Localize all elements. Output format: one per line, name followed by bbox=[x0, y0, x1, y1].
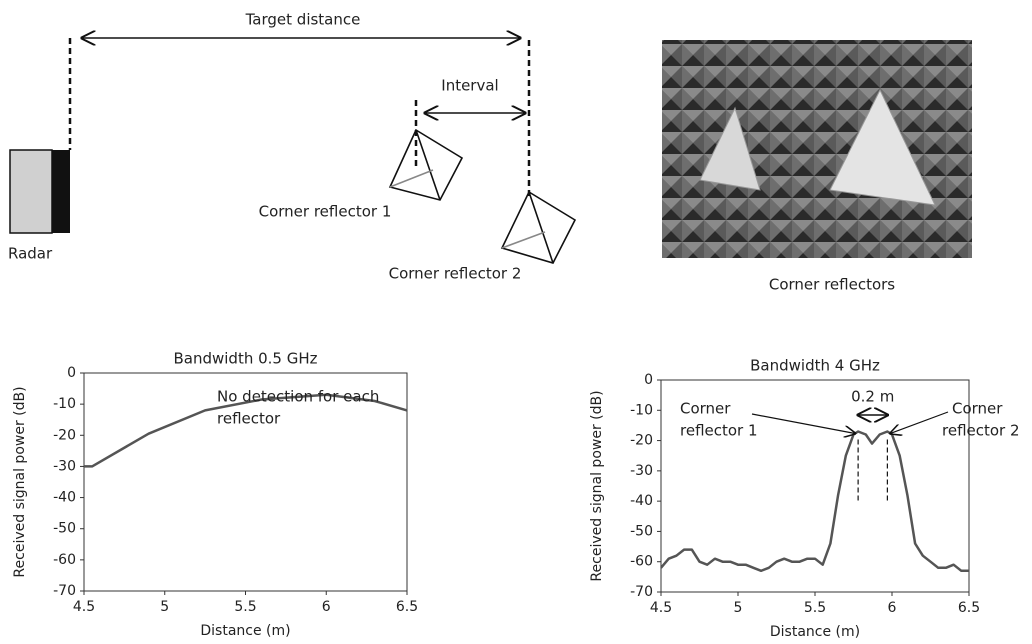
y-tick-label: -40 bbox=[53, 490, 76, 506]
y-tick-label: -50 bbox=[53, 521, 76, 537]
plot-frame bbox=[84, 373, 407, 591]
y-tick-label: -70 bbox=[630, 584, 653, 600]
y-tick-label: -40 bbox=[630, 493, 653, 509]
x-tick-label: 5 bbox=[734, 600, 743, 616]
y-tick-label: -60 bbox=[53, 552, 76, 568]
radar-front bbox=[10, 150, 52, 233]
x-tick-label: 4.5 bbox=[650, 600, 672, 616]
y-tick-label: -70 bbox=[53, 583, 76, 599]
x-tick-label: 5 bbox=[160, 599, 169, 615]
y-tick-label: -30 bbox=[53, 458, 76, 474]
x-axis-label: Distance (m) bbox=[200, 623, 290, 639]
photo: Corner reflectors bbox=[662, 40, 972, 294]
data-line bbox=[84, 395, 407, 467]
radar-back bbox=[52, 150, 70, 233]
chart-title: Bandwidth 4 GHz bbox=[750, 357, 880, 375]
annotation: Corner bbox=[680, 400, 731, 418]
y-tick-label: -10 bbox=[53, 396, 76, 412]
label: Corner reflector 1 bbox=[259, 203, 392, 221]
label: Radar bbox=[8, 245, 53, 263]
y-tick-label: -20 bbox=[630, 433, 653, 449]
pointer-arrow bbox=[890, 412, 948, 433]
reflector-icon bbox=[502, 192, 575, 263]
annotation: reflector 2 bbox=[942, 422, 1020, 440]
reflector-icon bbox=[390, 130, 462, 200]
annotation: reflector bbox=[217, 410, 281, 428]
annotation: Corner bbox=[952, 400, 1003, 418]
y-tick-label: -60 bbox=[630, 554, 653, 570]
x-tick-label: 5.5 bbox=[804, 600, 826, 616]
y-axis-label: Received signal power (dB) bbox=[589, 390, 605, 581]
y-tick-label: -50 bbox=[630, 523, 653, 539]
y-tick-label: -20 bbox=[53, 427, 76, 443]
y-tick-label: 0 bbox=[644, 372, 653, 388]
annotation: 0.2 m bbox=[851, 388, 894, 406]
setup-diagram: Target distance Interval Radar Corner re… bbox=[8, 11, 575, 283]
y-tick-label: -30 bbox=[630, 463, 653, 479]
chart-title: Bandwidth 0.5 GHz bbox=[173, 350, 317, 368]
y-axis-label: Received signal power (dB) bbox=[12, 386, 28, 577]
caption: Corner reflectors bbox=[769, 276, 895, 294]
x-tick-label: 6 bbox=[888, 600, 897, 616]
x-tick-label: 5.5 bbox=[234, 599, 256, 615]
x-tick-label: 4.5 bbox=[73, 599, 95, 615]
x-tick-label: 6 bbox=[322, 599, 331, 615]
y-tick-label: -10 bbox=[630, 402, 653, 418]
pointer-arrow bbox=[752, 414, 855, 433]
data-line bbox=[661, 432, 969, 571]
figure: Target distance Interval Radar Corner re… bbox=[0, 0, 1032, 644]
x-tick-label: 6.5 bbox=[396, 599, 418, 615]
x-axis-label: Distance (m) bbox=[770, 624, 860, 640]
label: Interval bbox=[441, 77, 498, 95]
label: Corner reflector 2 bbox=[389, 265, 522, 283]
photo-background bbox=[662, 40, 972, 258]
y-tick-label: 0 bbox=[67, 365, 76, 381]
x-tick-label: 6.5 bbox=[958, 600, 980, 616]
annotation: No detection for each bbox=[217, 388, 379, 406]
annotation: reflector 1 bbox=[680, 422, 758, 440]
label: Target distance bbox=[245, 11, 361, 29]
